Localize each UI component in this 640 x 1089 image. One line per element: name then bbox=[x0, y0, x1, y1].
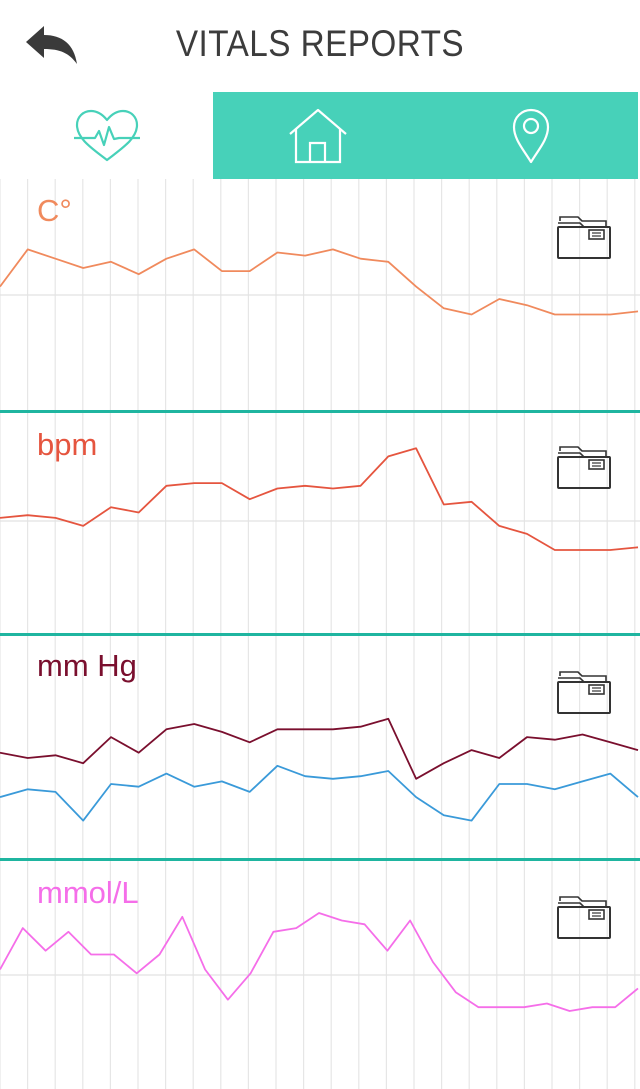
heart-rate-chart bbox=[0, 413, 640, 633]
location-pin-icon bbox=[512, 108, 549, 163]
divider bbox=[0, 858, 640, 861]
heart-rate-folder-button[interactable] bbox=[556, 443, 612, 491]
heart-rate-chart-panel: bpm bbox=[0, 413, 640, 633]
back-arrow-icon bbox=[26, 26, 77, 64]
temperature-chart-panel: C° bbox=[0, 179, 640, 410]
blood_pressure-series-line-0 bbox=[0, 717, 639, 780]
temperature-chart bbox=[0, 179, 640, 410]
folder-icon bbox=[557, 216, 611, 259]
heart-rate-unit-label: bpm bbox=[37, 427, 98, 462]
temperature-folder-button[interactable] bbox=[556, 213, 612, 261]
glucose-series-line-0 bbox=[0, 912, 639, 1012]
blood-pressure-folder-button[interactable] bbox=[556, 668, 612, 716]
glucose-unit-label: mmol/L bbox=[37, 875, 139, 910]
glucose-folder-button[interactable] bbox=[556, 893, 612, 941]
tab-vitals[interactable] bbox=[0, 92, 213, 179]
blood-pressure-chart-panel: mm Hg bbox=[0, 636, 640, 858]
back-button[interactable] bbox=[22, 22, 82, 66]
heart_rate-series-line-0 bbox=[0, 447, 639, 551]
tab-home[interactable] bbox=[213, 92, 423, 179]
glucose-chart bbox=[0, 861, 640, 1089]
divider bbox=[0, 410, 640, 413]
glucose-chart-panel: mmol/L bbox=[0, 861, 640, 1089]
divider bbox=[0, 633, 640, 636]
heart-pulse-icon bbox=[73, 109, 140, 161]
page-title: VITALS REPORTS bbox=[175, 23, 465, 64]
folder-icon bbox=[557, 896, 611, 939]
folder-icon bbox=[557, 446, 611, 489]
tab-bar bbox=[0, 92, 640, 179]
blood_pressure-series-line-1 bbox=[0, 764, 639, 822]
blood-pressure-unit-label: mm Hg bbox=[37, 648, 137, 683]
temperature-unit-label: C° bbox=[37, 193, 72, 228]
home-icon bbox=[289, 108, 347, 163]
tab-location[interactable] bbox=[423, 92, 638, 179]
temperature-series-line-0 bbox=[0, 248, 639, 316]
folder-icon bbox=[557, 671, 611, 714]
header: VITALS REPORTS bbox=[0, 0, 640, 92]
